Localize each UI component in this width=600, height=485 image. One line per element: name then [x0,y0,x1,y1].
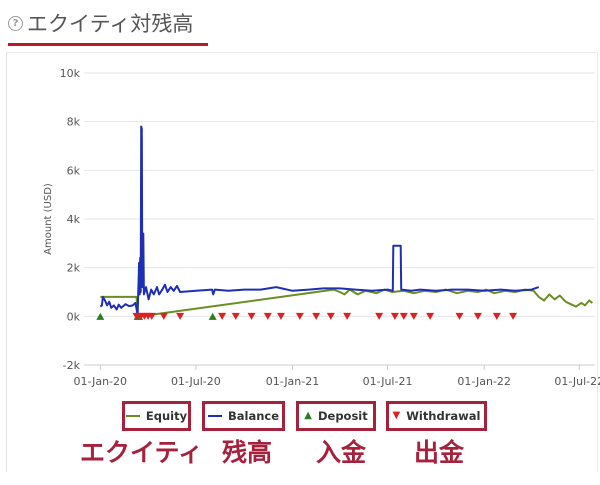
withdrawal-marker [263,312,272,320]
y-tick-label: 10k [60,67,81,80]
chart-gridlines [84,72,595,366]
annotation-balance: 残高 [222,438,273,467]
annotation-equity: エクイティ [80,438,204,467]
withdrawal-marker [455,312,464,320]
legend-balance[interactable]: Balance [202,401,285,431]
withdrawal-marker [159,312,168,320]
y-tick-label: 8k [67,116,81,129]
equity-series-line [100,288,593,318]
panel-border [597,52,598,472]
down-triangle-icon: ▼ [392,410,401,421]
annotation-deposit: 入金 [316,438,367,467]
legend-equity-label: Equity [145,409,188,423]
withdrawal-marker [375,312,384,320]
withdrawal-marker [276,312,285,320]
deposit-marker [208,312,217,320]
chart-markers [96,312,518,320]
section-header: ? エクイティ対残高 [8,6,308,46]
balance-line-symbol [207,415,222,417]
withdrawal-marker [295,312,304,320]
withdrawal-marker [218,312,227,320]
y-tick-label: 4k [67,213,81,226]
withdrawal-marker [390,312,399,320]
panel-border [6,52,7,472]
withdrawal-marker [399,312,408,320]
y-tick-label: -2k [63,359,81,372]
withdrawal-marker [426,312,435,320]
balance-series-line [99,125,540,317]
y-tick-label: 2k [67,262,81,275]
y-tick-label: 0k [67,310,81,323]
withdrawal-marker [326,312,335,320]
withdrawal-marker [231,312,240,320]
panel-border [6,52,598,53]
legend-deposit[interactable]: ▲ Deposit [296,401,376,431]
withdrawal-marker [492,312,501,320]
withdrawal-marker [147,312,156,320]
withdrawal-marker [473,312,482,320]
help-icon[interactable]: ? [8,16,23,31]
x-tick-label: 01-Jul-21 [363,375,413,388]
x-axis: 01-Jan-20 01-Jul-20 01-Jan-21 01-Jul-21 01-J… [74,364,600,388]
legend-balance-label: Balance [227,409,280,423]
x-tick-label: 01-Jan-22 [457,375,511,388]
legend-equity[interactable]: Equity [122,401,191,431]
annotation-withdrawal: 出金 [414,438,465,467]
withdrawal-marker [176,312,185,320]
chart-series [99,125,593,318]
y-axis-title: Amount (USD) [43,183,54,255]
legend-withdrawal[interactable]: ▼ Withdrawal [386,401,487,431]
withdrawal-marker [343,312,352,320]
withdrawal-marker [247,312,256,320]
withdrawal-marker [509,312,518,320]
withdrawal-marker [312,312,321,320]
x-tick-label: 01-Jul-20 [171,375,221,388]
withdrawal-marker [409,312,418,320]
equity-line-symbol [125,415,140,417]
section-title: エクイティ対残高 [27,12,194,36]
x-tick-label: 01-Jul-22 [554,375,600,388]
y-axis: 10k 8k 6k 4k 2k 0k -2k Amount (USD) [43,67,81,372]
legend-deposit-label: Deposit [317,409,368,423]
y-tick-label: 6k [67,164,81,177]
deposit-marker [96,312,105,320]
x-tick-label: 01-Jan-21 [266,375,320,388]
x-tick-label: 01-Jan-20 [74,375,128,388]
title-underline [8,43,208,46]
legend-withdrawal-label: Withdrawal [406,409,481,423]
up-triangle-icon: ▲ [304,410,312,421]
